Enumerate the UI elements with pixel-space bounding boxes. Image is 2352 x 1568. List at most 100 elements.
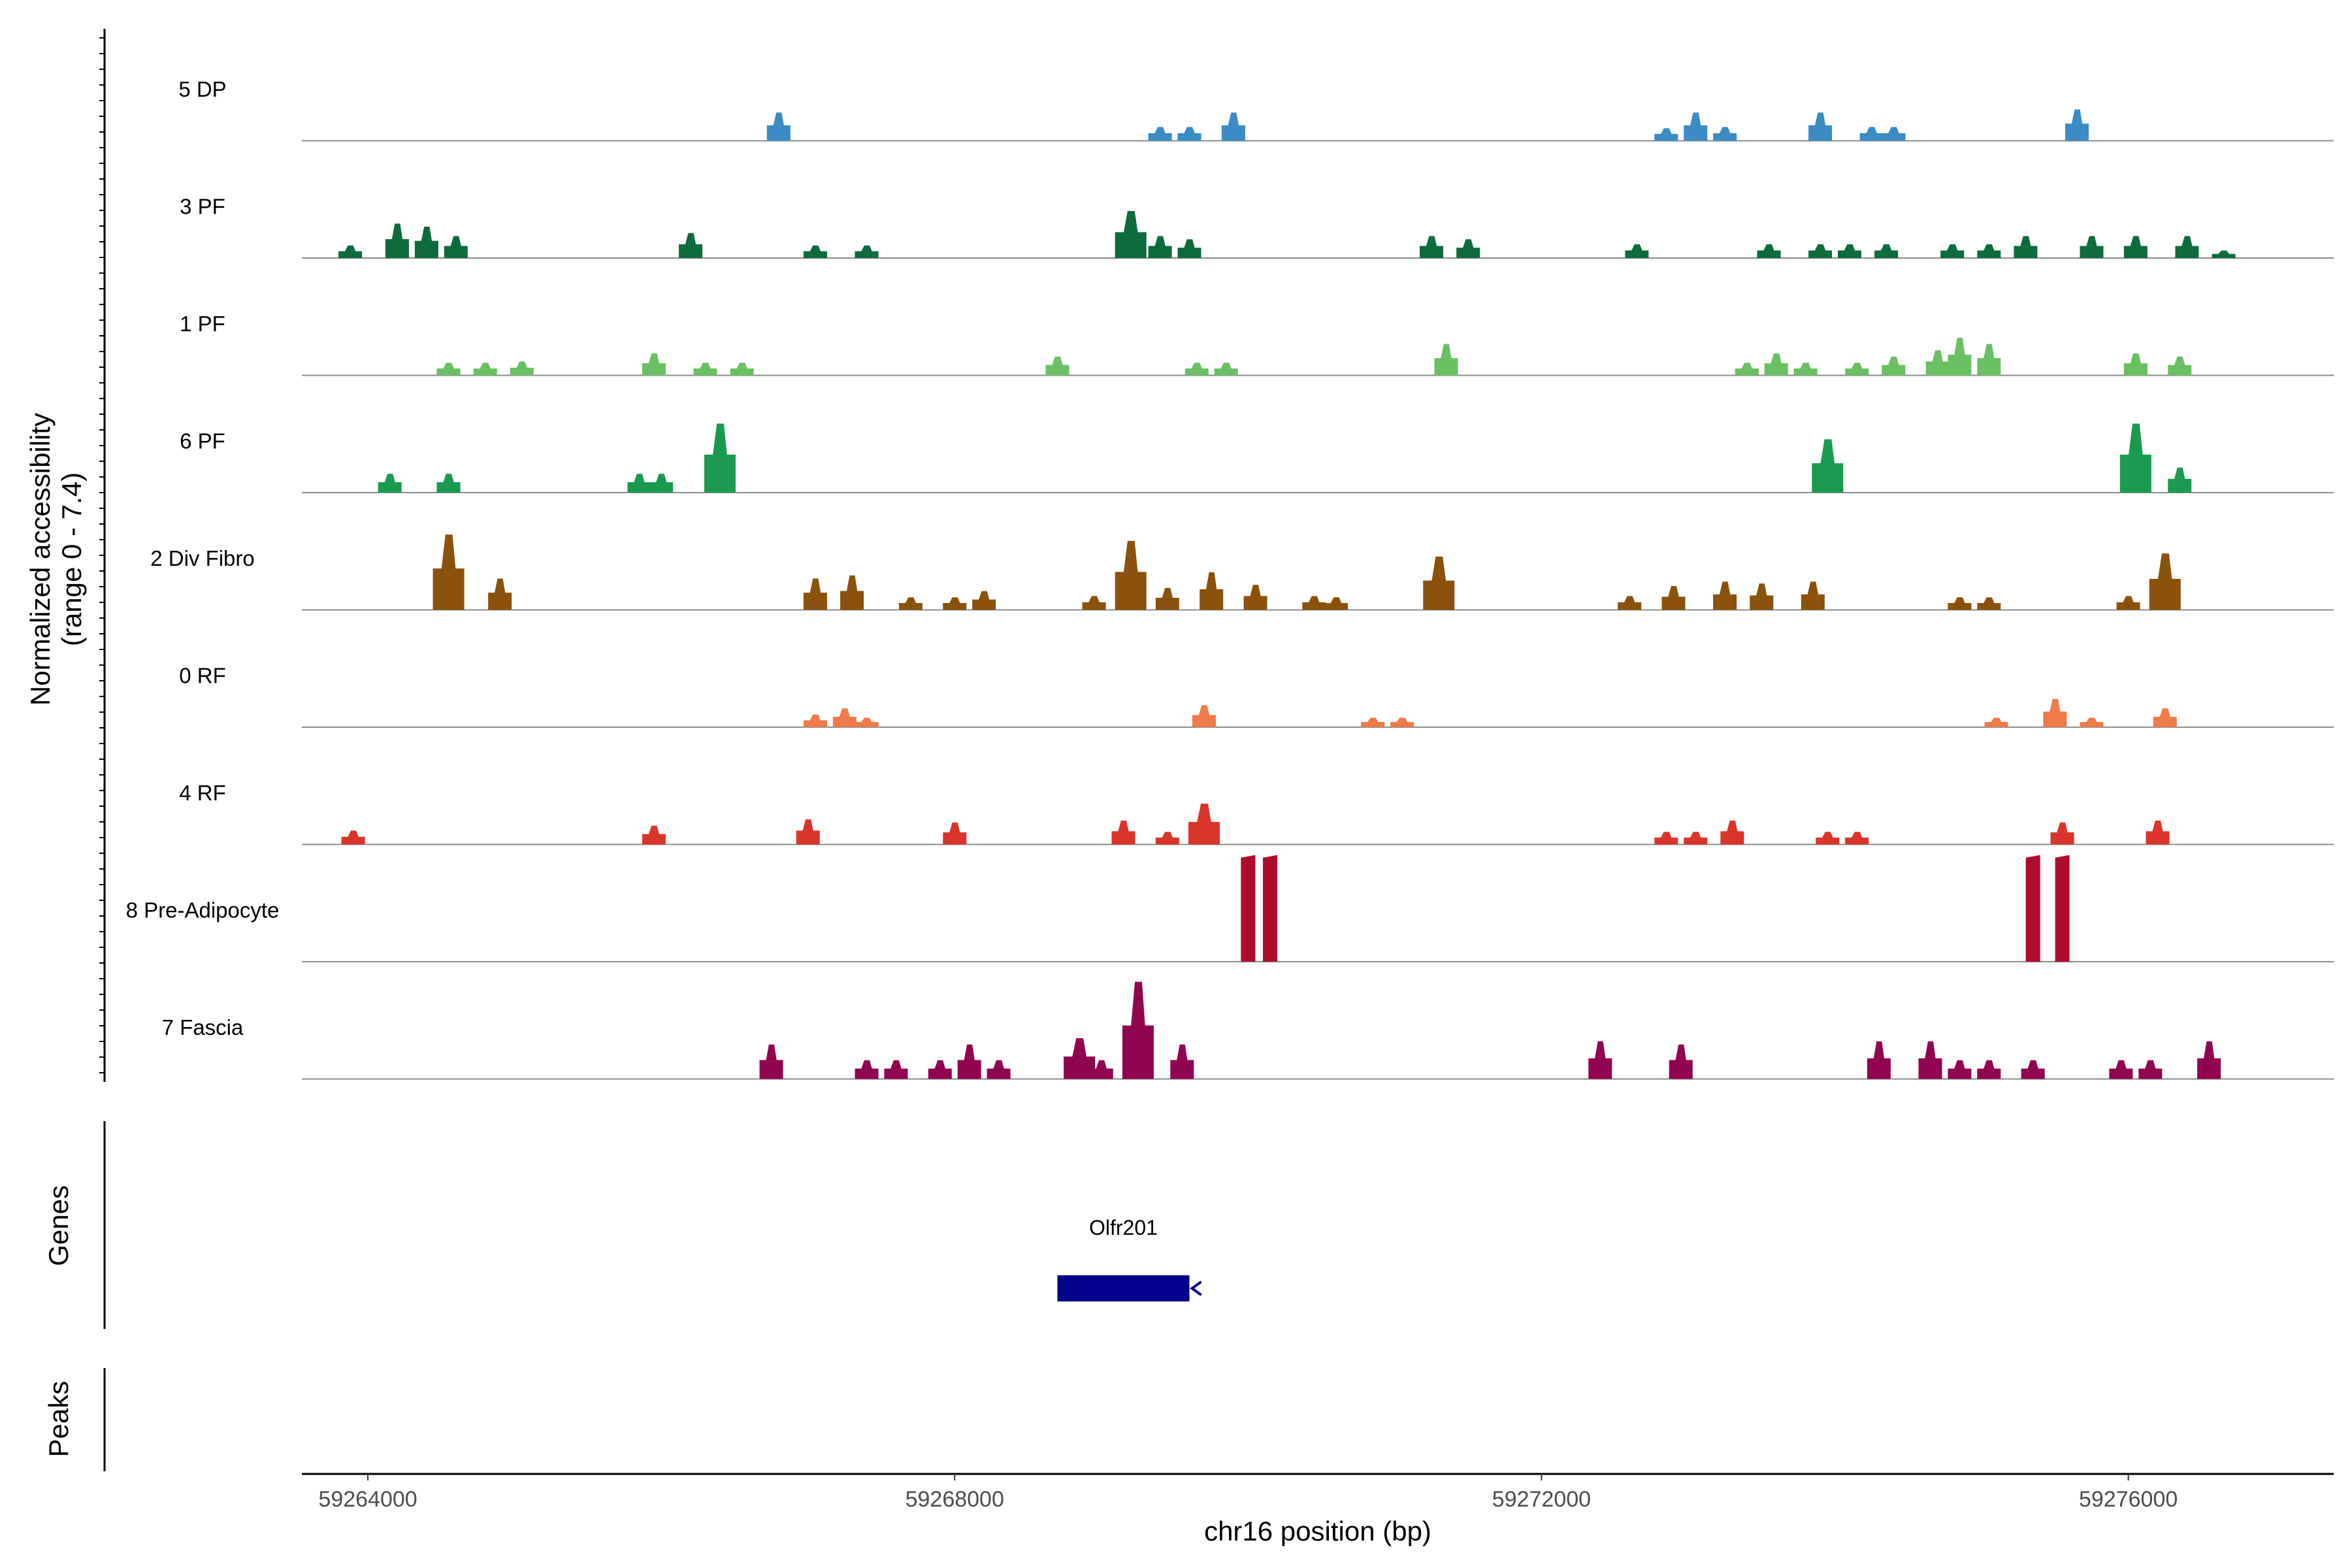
peak-3-pf xyxy=(338,245,363,258)
track-7-fascia: 7 Fascia xyxy=(162,981,2334,1080)
peak-6-pf xyxy=(436,474,461,493)
peak-7-fascia xyxy=(1948,1060,1972,1079)
track-label: 8 Pre-Adipocyte xyxy=(126,898,280,923)
peak-2-div-fibro xyxy=(2149,553,2181,610)
track-4-rf: 4 RF xyxy=(179,781,2334,845)
peak-3-pf xyxy=(1625,244,1649,258)
peak-0-rf xyxy=(2043,698,2067,727)
peak-1-pf xyxy=(1735,363,1759,376)
peak-1-pf xyxy=(2168,356,2192,376)
peak-4-rf xyxy=(1188,804,1220,845)
track-label: 5 DP xyxy=(178,77,226,101)
peak-2-div-fibro xyxy=(1302,596,1326,610)
peak-1-pf xyxy=(2123,353,2148,376)
peak-0-rf xyxy=(2153,708,2177,727)
y-axis-title: Normalized accessibility xyxy=(25,413,56,706)
track-label: 3 PF xyxy=(180,195,225,219)
peak-1-pf xyxy=(473,363,497,376)
peak-2-div-fibro xyxy=(972,591,996,610)
left-axes xyxy=(99,29,106,1471)
peak-1-pf xyxy=(1214,363,1238,376)
peak-2-div-fibro xyxy=(1243,585,1267,610)
peak-7-fascia xyxy=(2021,1060,2045,1079)
track-label: 1 PF xyxy=(180,312,225,336)
peak-6-pf xyxy=(378,474,402,493)
peak-4-rf xyxy=(2146,821,2170,845)
peak-2-div-fibro xyxy=(2116,596,2140,610)
peak-3-pf xyxy=(803,245,827,258)
peak-1-pf xyxy=(1184,363,1209,376)
peak-7-fascia xyxy=(1064,1038,1096,1079)
peak-3-pf xyxy=(1808,244,1833,258)
x-tick-label: 59264000 xyxy=(318,1487,417,1512)
peak-8-pre-adipocyte xyxy=(1241,855,1256,962)
peak-2-div-fibro xyxy=(1977,597,2001,610)
peak-0-rf xyxy=(1984,717,2008,727)
peak-6-pf xyxy=(649,474,674,493)
peak-2-div-fibro xyxy=(1082,596,1106,610)
track-0-rf: 0 RF xyxy=(179,664,2334,728)
peak-7-fascia xyxy=(1977,1060,2001,1079)
peak-1-pf xyxy=(436,363,461,376)
peak-2-div-fibro xyxy=(1948,597,1972,610)
track-3-pf: 3 PF xyxy=(180,195,2334,259)
peak-1-pf xyxy=(1977,344,2001,376)
peak-4-rf xyxy=(1155,832,1179,845)
peak-0-rf xyxy=(855,717,879,727)
peak-1-pf xyxy=(1434,344,1458,376)
peak-0-rf xyxy=(1390,717,1414,727)
track-6-pf: 6 PF xyxy=(180,423,2334,493)
peak-2-div-fibro xyxy=(898,597,923,610)
peak-3-pf xyxy=(444,236,468,258)
peak-7-fascia xyxy=(1588,1041,1612,1079)
peak-1-pf xyxy=(1925,350,1950,376)
peak-3-pf xyxy=(1148,236,1172,258)
peak-2-div-fibro xyxy=(1200,572,1224,610)
accessibility-tracks: 5 DP 3 PF 1 PF 6 PF 2 Div Fibro 0 RF 4 RF 8 Pre… xyxy=(126,77,2334,1080)
gene-strand-arrow-icon xyxy=(1190,1281,1202,1296)
peak-2-div-fibro xyxy=(1155,587,1179,610)
peak-5-dp xyxy=(1713,127,1737,141)
peak-7-fascia xyxy=(855,1060,879,1079)
track-label: 6 PF xyxy=(180,429,225,453)
peak-1-pf xyxy=(730,363,754,376)
peak-7-fascia xyxy=(1918,1041,1942,1079)
gene-label: Olfr201 xyxy=(1089,1216,1158,1239)
peak-4-rf xyxy=(1720,821,1744,845)
peak-1-pf xyxy=(1948,337,1972,376)
peak-7-fascia xyxy=(1122,981,1154,1079)
peak-3-pf xyxy=(414,227,438,258)
peak-3-pf xyxy=(1177,239,1201,258)
peak-2-div-fibro xyxy=(488,578,512,610)
peak-7-fascia xyxy=(884,1060,908,1079)
peak-4-rf xyxy=(642,825,666,845)
x-tick-label: 59276000 xyxy=(2079,1487,2178,1512)
track-label: 7 Fascia xyxy=(162,1015,244,1039)
peak-3-pf xyxy=(855,245,879,258)
track-5-dp: 5 DP xyxy=(178,77,2334,142)
genes-panel-title: Genes xyxy=(43,1185,74,1266)
peak-0-rf xyxy=(1361,717,1385,727)
peak-1-pf xyxy=(1845,363,1869,376)
x-axis-title: chr16 position (bp) xyxy=(1204,1516,1431,1546)
peak-1-pf xyxy=(510,361,534,376)
peak-2-div-fibro xyxy=(1423,556,1455,610)
peak-7-fascia xyxy=(928,1060,952,1079)
peak-5-dp xyxy=(766,112,791,141)
peak-3-pf xyxy=(1874,244,1899,258)
peak-0-rf xyxy=(803,714,827,727)
track-1-pf: 1 PF xyxy=(180,312,2334,376)
peak-3-pf xyxy=(2080,236,2104,258)
peak-3-pf xyxy=(2014,236,2038,258)
track-2-div-fibro: 2 Div Fibro xyxy=(150,534,2334,611)
peak-0-rf xyxy=(2080,717,2104,727)
peak-3-pf xyxy=(2123,236,2148,258)
track-label: 2 Div Fibro xyxy=(150,546,255,570)
x-tick-label: 59268000 xyxy=(906,1487,1004,1512)
peak-7-fascia xyxy=(2138,1060,2163,1079)
peak-8-pre-adipocyte xyxy=(2025,855,2040,962)
peak-4-rf xyxy=(341,830,365,845)
peak-4-rf xyxy=(2050,822,2074,845)
peak-5-dp xyxy=(1859,127,1884,141)
peak-7-fascia xyxy=(1170,1044,1194,1079)
